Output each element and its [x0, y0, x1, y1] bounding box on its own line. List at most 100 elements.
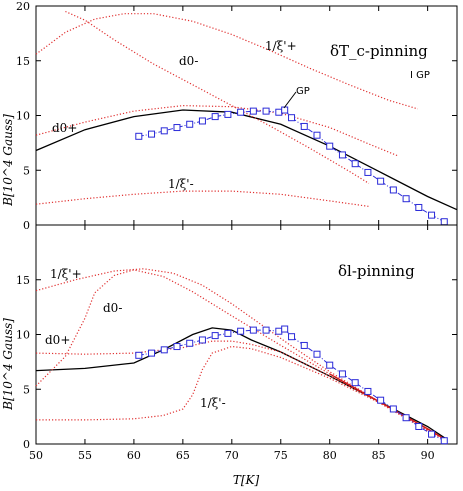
top-data-point [364, 168, 372, 176]
top-series-1- [35, 13, 418, 110]
top-data-point [135, 132, 143, 140]
top-data-point [338, 151, 346, 159]
top-data-point [313, 131, 321, 139]
top-data-point [440, 218, 448, 226]
bottom-ann-d0-minus: d0- [103, 301, 122, 315]
top-data-point [249, 107, 257, 115]
bottom-series-1- [36, 345, 448, 442]
bottom-data-point [288, 333, 296, 341]
x-axis-title: T[K] [233, 473, 260, 487]
bottom-y-tick-label: 0 [23, 438, 30, 451]
top-data-point [415, 203, 423, 211]
bottom-data-point [262, 326, 270, 334]
top-ann-d0-minus: d0- [179, 54, 198, 68]
bottom-data-point [389, 405, 397, 413]
bottom-data-point [440, 437, 448, 445]
top-y-tick-label: 0 [23, 219, 30, 232]
top-data-point [402, 195, 410, 203]
top-data-point [186, 120, 194, 128]
top-y-tick-label: 5 [23, 164, 30, 177]
bottom-x-tick-label: 70 [225, 449, 239, 462]
top-series-layer [35, 10, 458, 226]
bottom-x-tick-label: 50 [29, 449, 43, 462]
bottom-x-tick-label: 90 [421, 449, 435, 462]
bottom-ticks: 0 5 10 15 50 55 60 65 70 75 80 85 90 [16, 225, 457, 462]
bottom-y-axis-title: B[10^4 Gauss] [1, 318, 15, 411]
bottom-data-point [300, 341, 308, 349]
top-ann-d0-plus: d0+ [52, 121, 77, 135]
bottom-data-point [364, 387, 372, 395]
top-data-point [428, 211, 436, 219]
top-series-experiment [138, 109, 445, 223]
bottom-data-point [173, 343, 181, 351]
bottom-data-point [313, 350, 321, 358]
top-data-point [275, 108, 283, 116]
bottom-data-point [275, 327, 283, 335]
top-ann-xi-minus: 1/ξ'- [168, 177, 194, 191]
bottom-data-point [224, 329, 232, 337]
top-data-point [262, 107, 270, 115]
bottom-data-point [186, 339, 194, 347]
bottom-y-tick-label: 5 [23, 383, 30, 396]
top-y-tick-label: 20 [16, 0, 30, 13]
top-data-point [237, 108, 245, 116]
bottom-data-point [351, 379, 359, 387]
bottom-series-d0- [35, 269, 448, 442]
bottom-y-tick-label: 10 [16, 329, 30, 342]
top-series-d0-dotted- [35, 104, 399, 157]
bottom-data-point [249, 326, 257, 334]
bottom-series-d0- [35, 327, 448, 441]
top-series-1- [35, 190, 369, 207]
bottom-data-point [237, 327, 245, 335]
bottom-data-point [377, 396, 385, 404]
bottom-series-d0-dotted- [35, 340, 448, 442]
bottom-x-tick-label: 75 [274, 449, 288, 462]
bottom-data-point [402, 414, 410, 422]
bottom-x-tick-label: 60 [127, 449, 141, 462]
bottom-data-point [160, 346, 168, 354]
bottom-ann-xi-plus: 1/ξ'+ [50, 267, 82, 281]
bottom-x-tick-label: 65 [176, 449, 190, 462]
top-ticks: 0 5 10 15 20 [16, 0, 457, 232]
bottom-y-tick-label: 15 [16, 274, 30, 287]
bottom-data-point [211, 332, 219, 340]
top-series-d0- [35, 109, 458, 211]
top-series-d0- [65, 10, 370, 184]
bottom-data-point [281, 325, 289, 333]
top-data-point [326, 142, 334, 150]
top-data-point [173, 124, 181, 132]
top-data-point [211, 113, 219, 121]
bottom-x-tick-label: 80 [323, 449, 337, 462]
top-data-point [160, 127, 168, 135]
bottom-panel: 0 5 10 15 50 55 60 65 70 75 80 85 90 B[10^4 Gauss] T… [1, 224, 458, 487]
bottom-data-point [415, 422, 423, 430]
top-y-tick-label: 15 [16, 55, 30, 68]
bottom-ann-xi-minus: 1/ξ'- [200, 396, 226, 410]
top-ann-xi-plus: 1/ξ'+ [265, 39, 297, 53]
top-data-point [351, 160, 359, 168]
top-data-point [148, 130, 156, 138]
bottom-x-tick-label: 85 [372, 449, 386, 462]
top-ann-gp-legend: I GP [410, 70, 430, 81]
top-y-axis-title: B[10^4 Gauss] [1, 114, 15, 207]
bottom-data-point [338, 370, 346, 378]
bottom-series-1- [35, 268, 448, 442]
top-gp-arrow [283, 91, 297, 109]
bottom-data-point [198, 336, 206, 344]
bottom-data-point [326, 361, 334, 369]
bottom-ann-d0-plus: d0+ [45, 333, 70, 347]
bottom-data-point [428, 430, 436, 438]
top-data-point [300, 122, 308, 130]
top-data-point [198, 117, 206, 125]
bottom-data-point [148, 349, 156, 357]
top-data-point [224, 110, 232, 118]
bottom-x-tick-label: 55 [78, 449, 92, 462]
top-ann-gp: GP [296, 86, 310, 97]
top-data-point [377, 177, 385, 185]
top-data-point [389, 186, 397, 194]
top-data-point [288, 114, 296, 122]
bottom-data-point [135, 351, 143, 359]
top-panel: 0 5 10 15 20 B[10^4 Gauss] δT_c-pinning 1/ξ'… [1, 0, 458, 232]
bottom-series-layer [35, 268, 448, 445]
